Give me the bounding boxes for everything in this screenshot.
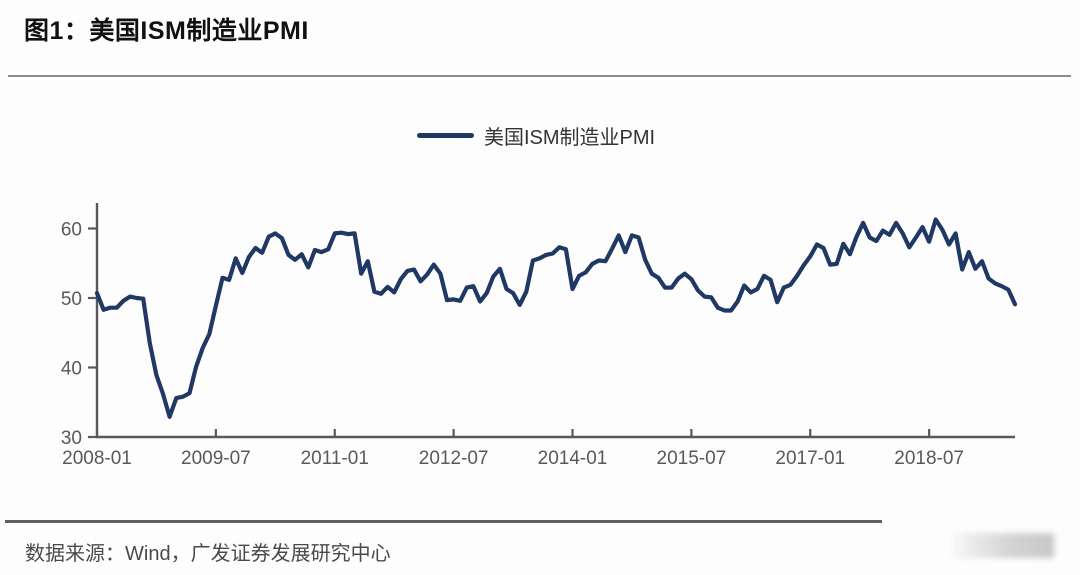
- x-tick-label: 2015-07: [657, 448, 727, 469]
- x-tick-label: 2012-07: [419, 448, 489, 469]
- y-tick-label: 40: [61, 359, 82, 380]
- data-source-note: 数据来源：Wind，广发证券发展研究中心: [25, 543, 391, 565]
- y-tick-label: 30: [61, 428, 82, 449]
- chart-legend: 美国ISM制造业PMI: [417, 121, 655, 150]
- y-tick-label: 60: [61, 220, 82, 241]
- x-tick-label: 2017-01: [775, 448, 845, 469]
- pmi-series-line: [94, 217, 1018, 419]
- figure-title: 图1：美国ISM制造业PMI: [24, 17, 309, 45]
- x-tick-label: 2009-07: [181, 448, 251, 469]
- top-divider: [8, 75, 1071, 77]
- y-tick-label: 50: [61, 289, 82, 310]
- bottom-divider: [5, 520, 882, 523]
- legend-label: 美国ISM制造业PMI: [484, 127, 656, 149]
- x-tick-label: 2011-01: [301, 448, 369, 469]
- x-tick-label: 2018-07: [894, 448, 964, 469]
- x-tick-label: 2014-01: [538, 448, 608, 469]
- watermark-blur: [952, 533, 1054, 558]
- x-tick-label: 2008-01: [62, 448, 132, 469]
- legend-line-swatch: [417, 133, 474, 138]
